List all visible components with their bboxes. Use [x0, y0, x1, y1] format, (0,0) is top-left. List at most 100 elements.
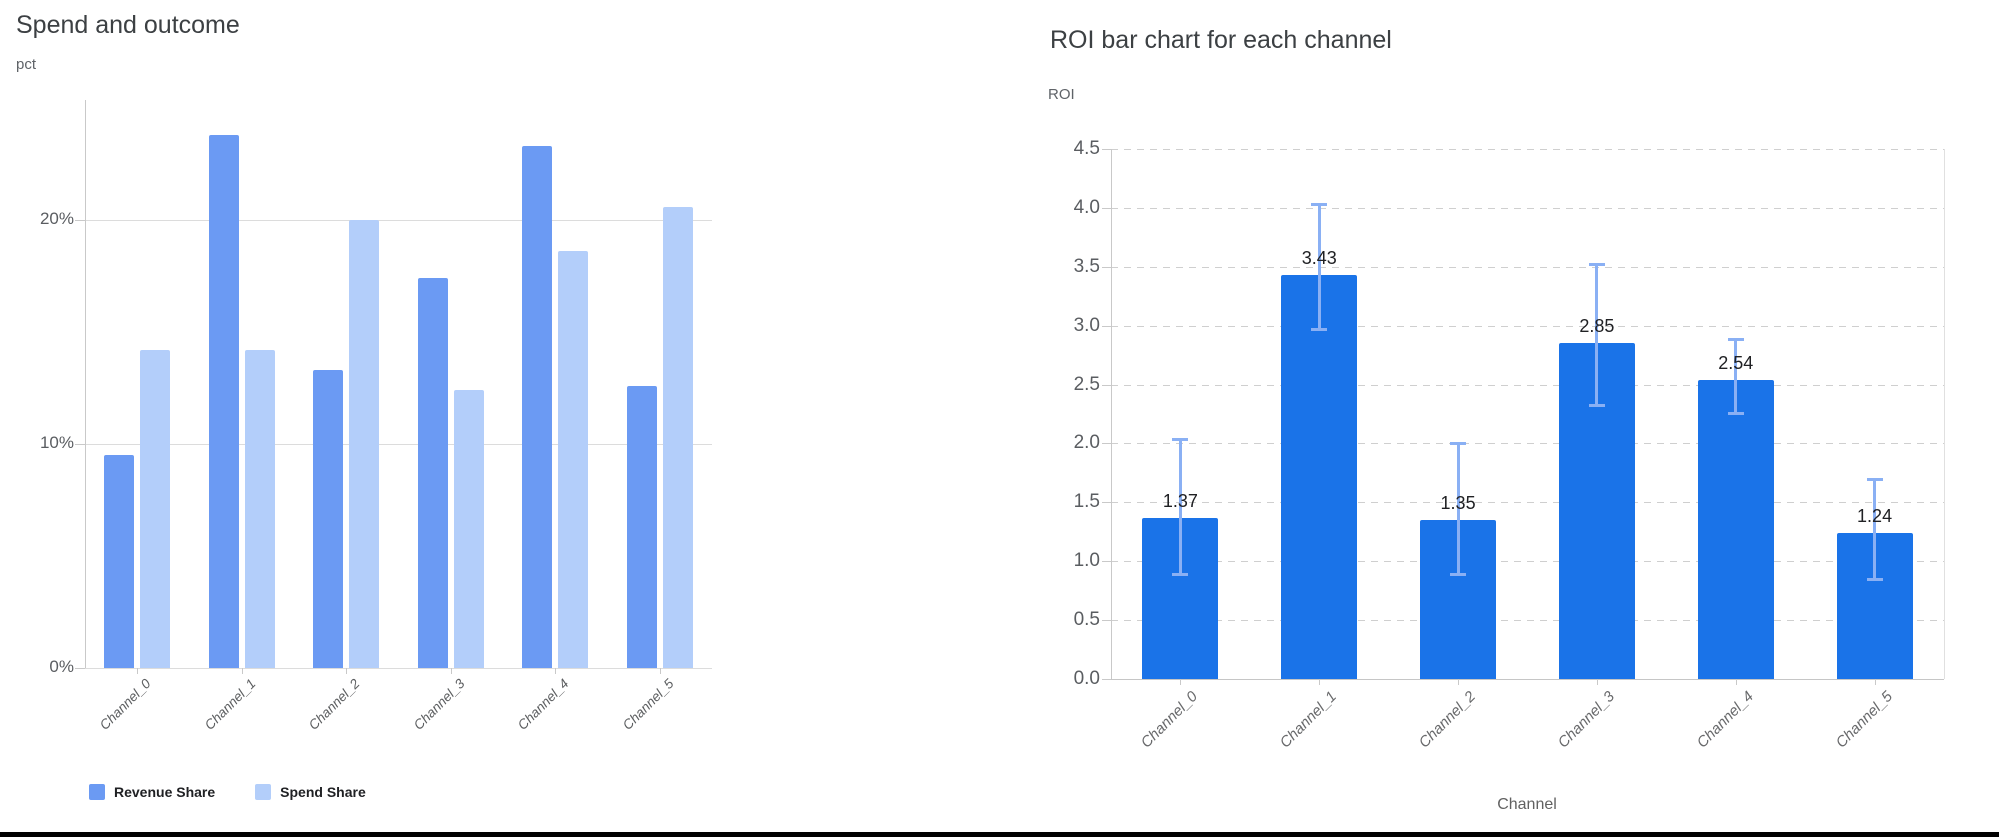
roi-x-category-label-channel_0: Channel_0	[1138, 688, 1202, 752]
bar-revenue-share-channel_4	[522, 146, 553, 668]
roi-bar-channel_4	[1697, 379, 1774, 679]
roi-y-tick-label-1.5: 1.5	[1073, 491, 1100, 513]
spend-outcome-legend: Revenue Share Spend Share	[89, 784, 406, 800]
roi-x-tick-mark-channel_1	[1319, 679, 1321, 685]
roi-value-label-channel_4: 2.54	[1718, 352, 1754, 373]
roi-y-tick-mark-1.0	[1102, 561, 1111, 563]
legend-label-spend-share: Spend Share	[280, 784, 366, 800]
bar-revenue-share-channel_1	[208, 134, 239, 668]
bar-spend-share-channel_3	[453, 390, 484, 668]
roi-bar-channel_1	[1281, 274, 1358, 679]
error-bar-line-channel_3	[1595, 264, 1599, 406]
x-tick-mark-channel_5	[659, 668, 661, 674]
error-bar-cap-top-channel_4	[1727, 337, 1744, 341]
bar-spend-share-channel_2	[349, 220, 380, 668]
legend-item-spend-share: Spend Share	[255, 784, 366, 800]
error-bar-cap-bottom-channel_5	[1866, 578, 1883, 582]
roi-x-tick-mark-channel_0	[1180, 679, 1182, 685]
gridline-10%	[85, 444, 712, 445]
error-bar-line-channel_4	[1734, 338, 1738, 414]
bar-spend-share-channel_4	[558, 251, 589, 668]
y-tick-label-10%: 10%	[39, 433, 74, 452]
x-tick-mark-channel_4	[555, 668, 557, 674]
x-tick-mark-channel_2	[346, 668, 348, 674]
roi-y-axis-label: ROI	[1048, 86, 1075, 103]
roi-y-tick-label-4.0: 4.0	[1073, 196, 1100, 218]
roi-y-axis-line	[1111, 149, 1112, 679]
gridline-0%	[85, 668, 712, 669]
roi-x-axis-title: Channel	[1497, 796, 1557, 813]
y-tick-mark-20%	[75, 220, 85, 221]
error-bar-cap-bottom-channel_1	[1311, 328, 1328, 332]
roi-value-label-channel_2: 1.35	[1440, 492, 1476, 513]
error-bar-cap-bottom-channel_3	[1588, 403, 1605, 407]
y-tick-label-0%: 0%	[49, 657, 74, 676]
error-bar-cap-top-channel_1	[1311, 203, 1328, 207]
roi-y-tick-mark-4.5	[1102, 148, 1111, 150]
bar-revenue-share-channel_5	[626, 385, 657, 668]
spend-outcome-y-axis-unit: pct	[16, 56, 37, 73]
roi-value-label-channel_5: 1.24	[1857, 505, 1893, 526]
roi-x-category-label-channel_3: Channel_3	[1554, 688, 1618, 752]
roi-x-tick-mark-channel_2	[1458, 679, 1460, 685]
error-bar-line-channel_1	[1317, 204, 1321, 331]
error-bar-cap-bottom-channel_0	[1172, 573, 1189, 577]
bar-spend-share-channel_1	[244, 349, 275, 668]
roi-y-tick-mark-2.0	[1102, 443, 1111, 445]
roi-gridline-2.0	[1111, 443, 1944, 445]
x-tick-mark-channel_0	[137, 668, 139, 674]
bar-revenue-share-channel_0	[104, 455, 135, 668]
roi-y-tick-label-1.0: 1.0	[1073, 550, 1100, 572]
y-tick-mark-10%	[75, 444, 85, 445]
roi-gridline-3.5	[1111, 266, 1944, 268]
x-category-label-channel_4: Channel_4	[515, 676, 572, 733]
legend-label-revenue-share: Revenue Share	[114, 784, 216, 800]
bottom-window-border	[0, 832, 1999, 837]
roi-gridline-1.5	[1111, 502, 1944, 504]
roi-y-tick-label-0.0: 0.0	[1073, 668, 1100, 689]
error-bar-cap-top-channel_5	[1866, 477, 1883, 481]
revenue-share-swatch-icon	[89, 784, 105, 800]
error-bar-cap-top-channel_2	[1450, 442, 1467, 446]
roi-x-category-label-channel_5: Channel_5	[1832, 688, 1896, 752]
error-bar-line-channel_0	[1178, 438, 1182, 576]
bar-revenue-share-channel_2	[313, 370, 344, 668]
roi-chart-title: ROI bar chart for each channel	[1050, 26, 1392, 54]
roi-x-tick-mark-channel_5	[1874, 679, 1876, 685]
roi-plot-right-border	[1944, 149, 1945, 679]
roi-y-tick-mark-0.5	[1102, 620, 1111, 622]
roi-value-label-channel_1: 3.43	[1301, 247, 1337, 268]
roi-y-tick-label-3.5: 3.5	[1073, 255, 1100, 277]
roi-x-tick-mark-channel_4	[1735, 679, 1737, 685]
roi-x-category-label-channel_4: Channel_4	[1693, 688, 1757, 752]
roi-y-tick-mark-3.0	[1102, 325, 1111, 327]
error-bar-cap-bottom-channel_4	[1727, 411, 1744, 415]
roi-x-category-label-channel_2: Channel_2	[1415, 688, 1480, 752]
roi-gridline-4.5	[1111, 148, 1944, 150]
roi-y-tick-label-2.0: 2.0	[1073, 432, 1100, 454]
bar-spend-share-channel_5	[662, 206, 693, 668]
x-category-label-channel_0: Channel_0	[97, 676, 154, 733]
roi-gridline-4.0	[1111, 207, 1944, 209]
roi-gridline-3.0	[1111, 325, 1944, 327]
spend-share-swatch-icon	[255, 784, 272, 800]
x-category-label-channel_3: Channel_3	[410, 676, 468, 733]
roi-y-tick-mark-4.0	[1102, 207, 1111, 209]
legend-item-revenue-share: Revenue Share	[89, 784, 215, 800]
y-tick-label-20%: 20%	[39, 209, 74, 228]
error-bar-line-channel_5	[1873, 478, 1877, 581]
x-category-label-channel_1: Channel_1	[201, 676, 259, 733]
error-bar-cap-top-channel_0	[1172, 437, 1189, 441]
bar-spend-share-channel_0	[140, 349, 171, 668]
roi-y-tick-mark-2.5	[1102, 384, 1111, 386]
roi-gridline-0.5	[1111, 620, 1944, 622]
error-bar-line-channel_2	[1456, 443, 1460, 576]
gridline-20%	[85, 220, 712, 221]
x-category-label-channel_5: Channel_5	[619, 676, 677, 733]
roi-gridline-2.5	[1111, 384, 1944, 386]
roi-y-tick-label-4.5: 4.5	[1073, 137, 1100, 159]
left-chart-y-axis-line	[85, 100, 86, 668]
roi-y-tick-mark-0.0	[1102, 679, 1111, 680]
roi-y-tick-label-0.5: 0.5	[1073, 609, 1100, 631]
